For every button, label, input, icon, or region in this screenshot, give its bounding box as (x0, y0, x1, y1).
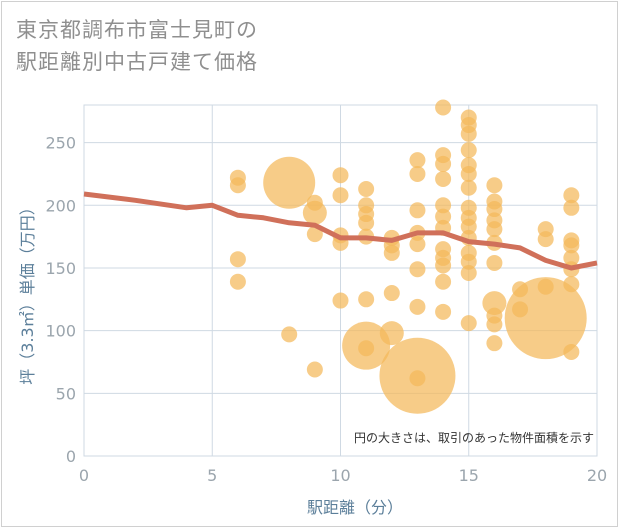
bubble-point (409, 298, 426, 315)
trend-line (83, 191, 598, 271)
bubble-point (435, 99, 452, 116)
title-line-1: 東京都調布市富士見町の (16, 18, 258, 42)
bubble-point (486, 201, 503, 218)
grid-lines (83, 104, 598, 457)
x-tick-label: 15 (459, 466, 479, 485)
bubble-point (512, 301, 529, 318)
bubble-point (409, 152, 426, 169)
bubble-point (435, 197, 452, 214)
bubble-point (358, 214, 375, 231)
bubble-point (435, 303, 452, 320)
bubble-point (332, 187, 349, 204)
bubble-point (409, 370, 426, 387)
bubble-point (409, 261, 426, 278)
bubble-point (460, 125, 477, 142)
bubble-point (563, 237, 580, 254)
x-tick-label: 0 (79, 466, 89, 485)
bubble-point (460, 264, 477, 281)
bubble-point (409, 165, 426, 182)
bubble-point (537, 278, 554, 295)
bubble-point (460, 218, 477, 235)
bubble-point (435, 208, 452, 225)
x-tick-label: 5 (207, 466, 217, 485)
y-tick-label: 50 (56, 384, 76, 403)
bubble-point (435, 273, 452, 290)
bubble-point (460, 165, 477, 182)
bubble-point (460, 179, 477, 196)
bubble-point (229, 273, 246, 290)
bubble-point (486, 335, 503, 352)
title-line-2: 駅距離別中古戸建て価格 (16, 50, 258, 74)
bubble-point (482, 291, 507, 316)
chart-title: 東京都調布市富士見町の 駅距離別中古戸建て価格 (16, 14, 258, 78)
bubble-point (332, 167, 349, 184)
bubble-point (563, 343, 580, 360)
bubble-point (229, 177, 246, 194)
bubble-point (563, 276, 580, 293)
bubble-point (486, 221, 503, 238)
y-tick-label: 150 (45, 259, 76, 278)
bubble-point (379, 321, 404, 346)
bubble-point (306, 194, 323, 211)
bubble-point (486, 316, 503, 333)
y-tick-label: 100 (45, 322, 76, 341)
bubble-point (460, 142, 477, 159)
bubble-point (358, 291, 375, 308)
y-axis-label: 坪（3.3㎡）単価（万円） (18, 199, 37, 384)
bubble-point (409, 202, 426, 219)
x-tick-label: 20 (587, 466, 607, 485)
bubble-point (486, 254, 503, 271)
y-tick-label: 0 (66, 447, 76, 466)
bubble-point (435, 155, 452, 172)
bubble-point (563, 199, 580, 216)
y-tick-label: 250 (45, 134, 76, 153)
bubble-point (332, 292, 349, 309)
bubble-point (435, 170, 452, 187)
bubble-point (383, 244, 400, 261)
bubble-point (409, 236, 426, 253)
size-note: 円の大きさは、取引のあった物件面積を示す (354, 430, 594, 445)
bubble-point (512, 281, 529, 298)
bubbles (229, 99, 587, 414)
bubble-point (435, 257, 452, 274)
x-axis-label: 駅距離（分） (307, 498, 403, 517)
bubble-point (306, 361, 323, 378)
bubble-point (281, 326, 298, 343)
bubble-point (358, 340, 375, 357)
x-tick-label: 10 (330, 466, 350, 485)
bubble-point (537, 231, 554, 248)
bubble-point (460, 315, 477, 332)
y-tick-label: 200 (45, 196, 76, 215)
bubble-point (306, 226, 323, 243)
bubble-point (263, 156, 316, 209)
bubble-point (486, 177, 503, 194)
bubble-point (563, 249, 580, 266)
bubble-point (229, 251, 246, 268)
bubble-point (460, 253, 477, 270)
bubble-point (383, 285, 400, 302)
bubble-point (504, 277, 587, 360)
bubble-point (358, 180, 375, 197)
bubble-point (563, 187, 580, 204)
